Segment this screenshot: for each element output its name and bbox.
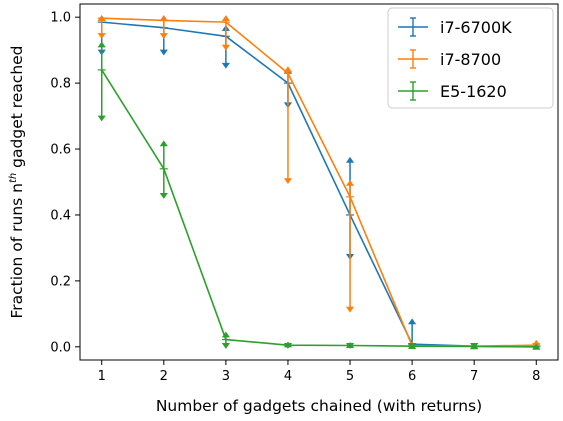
error-cap-lower [221, 62, 230, 69]
error-cap-upper [470, 343, 479, 350]
x-tick-label: 2 [160, 369, 168, 384]
y-tick-label: 0.2 [50, 274, 71, 289]
series-line [101, 69, 537, 348]
error-cap-upper [532, 343, 541, 350]
legend-label: i7-8700 [440, 50, 501, 69]
x-tick-label: 3 [222, 369, 230, 384]
axis-ticks: 1 2 3 4 5 6 7 8 0.0 0.2 0.4 0.6 0.8 1.0 [50, 11, 540, 384]
plot-area-frame [79, 3, 559, 361]
error-cap-upper [283, 341, 293, 348]
error-cap-lower [221, 44, 230, 51]
legend-items: i7-6700K i7-8700 E5-1620 [398, 17, 512, 101]
y-tick-label: 1.0 [50, 11, 71, 26]
x-tick-label: 1 [98, 369, 106, 384]
error-cap-lower [159, 193, 168, 199]
legend-label: i7-6700K [440, 18, 512, 37]
x-tick-label: 4 [284, 369, 292, 384]
legend-entry: E5-1620 [398, 81, 507, 101]
error-cap-upper [408, 318, 417, 325]
error-cap-upper [345, 179, 355, 186]
legend-frame [387, 7, 554, 109]
y-tick-label: 0.8 [50, 77, 71, 92]
x-tick-label: 8 [532, 369, 540, 384]
y-axis-label: Fraction of runs nth gadget reached [8, 45, 26, 318]
error-cap-upper [221, 15, 230, 21]
error-cap-upper [345, 156, 355, 163]
x-tick-label: 6 [408, 369, 416, 384]
error-cap-upper [408, 343, 417, 349]
error-cap-lower [345, 306, 355, 313]
error-cap-upper [283, 66, 293, 73]
error-cap-upper [221, 331, 230, 338]
legend: i7-6700K i7-8700 E5-1620 [387, 7, 554, 109]
series-layer [97, 15, 541, 350]
error-cap-upper [159, 140, 168, 147]
legend-entry: i7-8700 [398, 49, 501, 69]
series-E5-1620 [97, 41, 541, 350]
error-cap-lower [159, 33, 168, 39]
y-tick-label: 0.0 [50, 340, 71, 355]
x-axis-label: Number of gadgets chained (with returns) [156, 397, 482, 415]
error-cap-upper [159, 15, 168, 21]
error-cap-upper [345, 342, 355, 348]
x-tick-label: 5 [346, 369, 354, 384]
y-axis-label-tail: gadget reached [8, 45, 26, 172]
y-axis-label-sup: th [8, 173, 19, 183]
error-cap-lower [221, 343, 230, 349]
legend-label: E5-1620 [440, 82, 507, 101]
x-tick-label: 7 [470, 369, 478, 384]
y-tick-label: 0.6 [50, 143, 71, 158]
y-tick-label: 0.4 [50, 208, 71, 223]
error-cap-upper [97, 15, 106, 21]
error-cap-lower [97, 33, 106, 39]
error-cap-lower [283, 178, 293, 185]
legend-entry: i7-6700K [398, 17, 512, 37]
error-cap-lower [97, 115, 106, 122]
error-cap-lower [159, 49, 168, 56]
y-axis-label-main: Fraction of runs n [8, 183, 26, 319]
error-cap-upper [97, 41, 106, 48]
